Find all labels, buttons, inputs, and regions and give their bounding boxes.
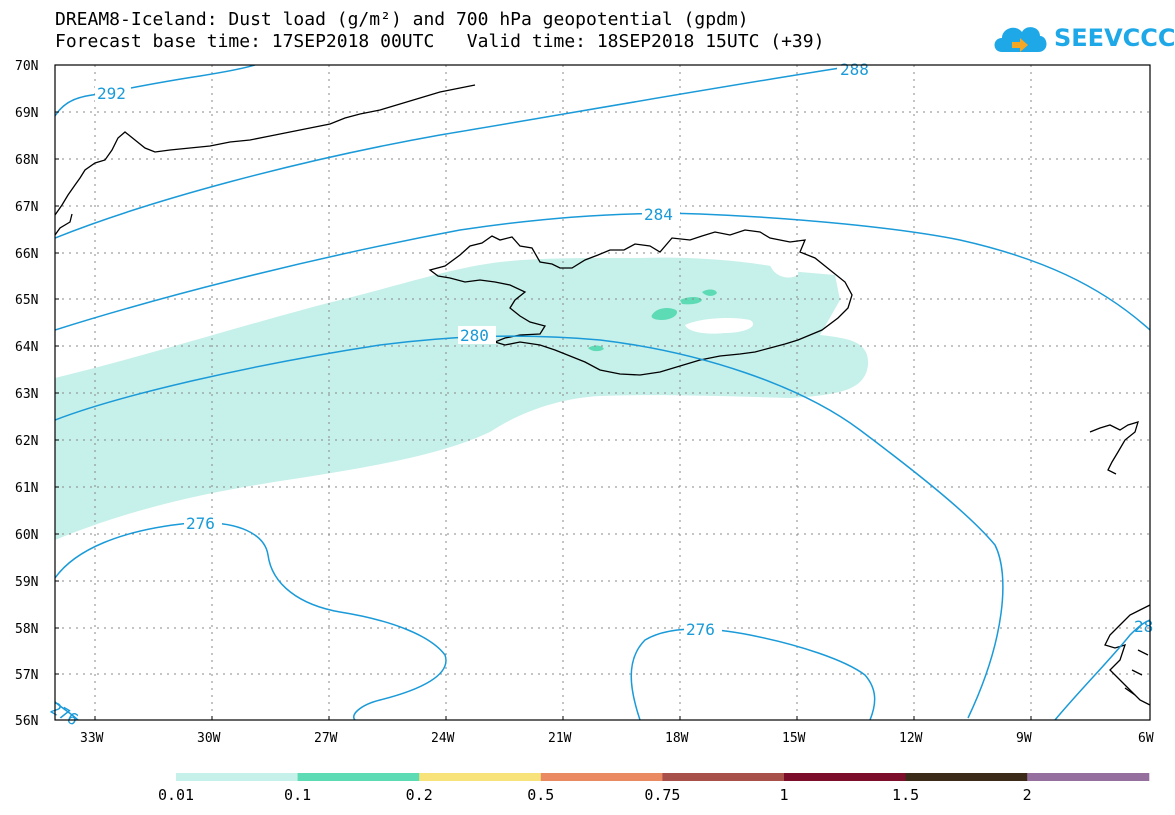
lon-label: 33W [80,731,104,746]
lon-label: 12W [899,731,923,746]
legend-label: 0.01 [158,786,194,804]
contour-276-right [630,628,876,720]
dust-load-area [55,257,869,540]
logo-text: SEEVCCC [1054,24,1175,52]
lat-label: 68N [15,153,38,168]
contour-276-right-edge [1054,619,1150,720]
color-legend: 0.01 0.1 0.2 0.5 0.75 1 1.5 2 [158,773,1150,804]
lat-label: 65N [15,293,38,308]
geopotential-contours [55,65,1150,720]
lat-label: 59N [15,575,38,590]
contour-label: 276 [686,620,715,639]
contour-292 [55,65,256,117]
lon-label: 30W [197,731,221,746]
lon-label: 21W [548,731,572,746]
lat-label: 57N [15,668,38,683]
lat-label: 63N [15,387,38,402]
coastlines [55,84,1150,706]
lon-label: 9W [1016,731,1032,746]
legend-swatch [662,773,785,781]
legend-swatch [419,773,542,781]
contour-276-corner [55,701,79,720]
legend-label: 0.75 [644,786,680,804]
scotland-coast [1124,649,1149,696]
tick-marks [55,64,1032,720]
legend-swatch [540,773,663,781]
lon-label: 6W [1138,731,1154,746]
legend-swatch [176,773,299,781]
lon-label: 24W [431,731,455,746]
legend-label: 2 [1023,786,1032,804]
contour-label: 28 [1134,617,1153,636]
legend-swatch [784,773,907,781]
iceland-coast [428,229,853,376]
lat-label: 60N [15,528,38,543]
latitude-labels: 70N 69N 68N 67N 66N 65N 64N 63N 62N 61N … [15,59,38,729]
lat-label: 61N [15,481,38,496]
cloud-icon [994,27,1047,52]
contour-label: 280 [460,326,489,345]
contour-label-group: 292 288 284 280 276 276 276 28 [47,60,1153,729]
lat-label: 67N [15,200,38,215]
contour-276-left [55,521,447,720]
lat-label: 69N [15,106,38,121]
contour-288 [55,65,871,239]
contour-280 [55,335,1004,719]
seevccc-logo: SEEVCCC [990,20,1175,56]
contour-label: 276 [186,514,215,533]
map-title: DREAM8-Iceland: Dust load (g/m²) and 700… [55,9,749,30]
legend-swatch [297,773,420,781]
lat-label: 62N [15,434,38,449]
contour-label: 288 [840,60,869,79]
clean-area [685,317,754,334]
contour-label: 284 [644,205,673,224]
legend-swatch [905,773,1028,781]
lat-label: 64N [15,340,38,355]
longitude-labels: 33W 30W 27W 24W 21W 18W 15W 12W 9W 6W [80,731,1154,746]
legend-label: 1 [779,786,788,804]
dust-patch [702,289,717,296]
dust-patch [651,307,678,320]
greenland-coast [55,84,476,216]
dust-patch [588,345,604,352]
legend-label: 0.5 [527,786,554,804]
legend-label: 0.1 [284,786,311,804]
legend-label: 0.2 [406,786,433,804]
greenland-coast [55,213,73,236]
faroe-coast [1089,421,1139,475]
map-subtitle: Forecast base time: 17SEP2018 00UTC Vali… [55,31,825,52]
lat-label: 70N [15,59,38,74]
legend-label: 1.5 [892,786,919,804]
contour-label: 292 [97,84,126,103]
lat-label: 58N [15,622,38,637]
lon-label: 15W [782,731,806,746]
legend-swatch [1027,773,1150,781]
lat-label: 66N [15,247,38,262]
clean-area [770,264,799,278]
lon-label: 27W [314,731,338,746]
lon-label: 18W [665,731,689,746]
lat-label: 56N [15,714,38,729]
contour-284 [55,212,1150,331]
